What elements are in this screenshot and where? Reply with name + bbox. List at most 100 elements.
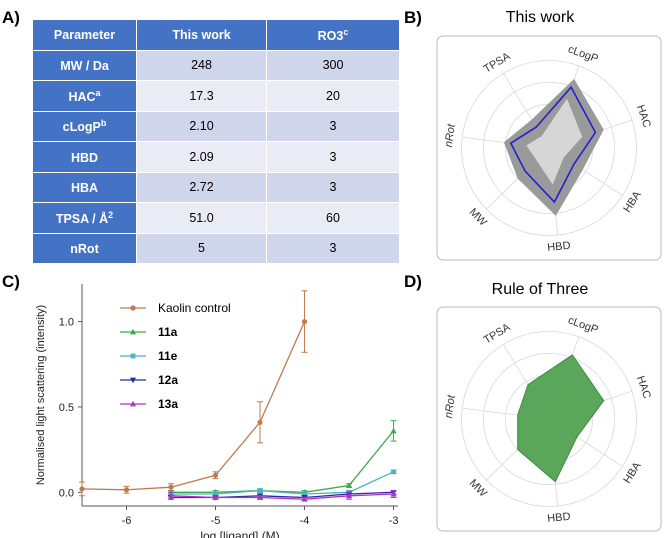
data-point — [168, 484, 174, 490]
header-this-work: This work — [136, 19, 267, 51]
legend-label: Kaolin control — [158, 301, 231, 315]
radar-ring — [482, 352, 616, 486]
radar-axis-label: nRot — [443, 122, 458, 147]
x-tick-label: -3 — [389, 515, 399, 527]
param-cell: cLogPb — [32, 110, 137, 142]
ro3-value: 300 — [266, 49, 400, 81]
radar-ring — [482, 81, 616, 215]
data-point — [130, 400, 136, 407]
param-cell: HBD — [32, 141, 137, 173]
param-label: MW / Da — [60, 59, 109, 74]
ro3-value: 3 — [266, 110, 400, 142]
radar-ring — [461, 60, 637, 236]
table-row: HACa 17.3 20 — [32, 80, 400, 112]
data-point — [346, 492, 353, 499]
param-sup: b — [100, 118, 107, 129]
panel-label-a: A) — [2, 8, 20, 27]
radar-axis-label: HBD — [547, 240, 571, 254]
this-work-value: 5 — [136, 232, 267, 264]
header-ro3-sup: c — [343, 26, 349, 37]
panel-label-c: C) — [2, 272, 20, 291]
this-work-value: 248 — [136, 49, 267, 81]
legend-label: 11a — [158, 325, 178, 339]
data-point — [391, 469, 396, 475]
this-work-value: 51.0 — [136, 202, 267, 234]
series-line — [170, 493, 394, 500]
radar-axis-label: HBD — [547, 511, 571, 525]
radar-series-line — [509, 85, 597, 204]
data-point — [212, 494, 219, 500]
data-point — [301, 318, 308, 325]
param-label: HAC — [68, 89, 96, 104]
radar-d-title: Rule of Three — [491, 281, 589, 298]
param-cell: HBA — [32, 171, 137, 203]
light-scattering-chart: -6 -5 -4 -3 0.0 0.5 1.0 log [ligand] (M) Normali… — [35, 284, 399, 538]
series-line — [171, 471, 394, 495]
data-point — [168, 492, 175, 499]
table-row: TPSA / Å2 51.0 60 — [32, 202, 400, 234]
y-tick-label: 1.0 — [59, 317, 74, 329]
table-row: cLogPb 2.10 3 — [32, 110, 400, 142]
radar-series-area — [517, 354, 605, 483]
param-cell: MW / Da — [32, 49, 137, 81]
radar-axis-label: nRot — [443, 393, 458, 418]
series-11a — [168, 420, 397, 495]
y-tick-label: 0.5 — [59, 402, 74, 414]
table-row: MW / Da 248 300 — [32, 49, 400, 81]
x-tick-label: -4 — [300, 515, 310, 527]
data-point — [123, 487, 130, 493]
x-tick-label: -5 — [211, 515, 221, 527]
data-point — [130, 305, 136, 311]
data-point — [390, 427, 397, 434]
this-work-value: 17.3 — [136, 80, 267, 112]
ro3-value: 3 — [266, 232, 400, 264]
ro3-value: 60 — [266, 202, 400, 234]
radar-b-title: This work — [505, 9, 575, 26]
panel-label-b: B) — [404, 8, 422, 27]
data-point — [212, 472, 219, 478]
param-label: HBA — [70, 181, 99, 196]
data-point — [301, 495, 308, 502]
data-point — [130, 353, 136, 359]
data-point — [130, 328, 136, 335]
legend-label: 11e — [158, 349, 178, 363]
header-ro3: RO3c — [266, 19, 400, 51]
x-axis-label: log [ligand] (M) — [200, 529, 279, 538]
data-point — [130, 377, 136, 384]
this-work-value: 2.09 — [136, 141, 267, 173]
radar-ring — [461, 331, 637, 507]
panel-label-d: D) — [404, 272, 422, 291]
param-sup: a — [95, 87, 101, 98]
data-point — [257, 419, 263, 425]
data-point — [79, 486, 85, 492]
y-axis-label: Normalised light scattering (intensity) — [35, 305, 47, 485]
param-label: nRot — [70, 242, 99, 257]
data-point — [346, 482, 353, 488]
table-row: HBA 2.72 3 — [32, 171, 400, 203]
parameter-table: Parameter This work RO3c MW / Da 248 300 HA… — [32, 19, 400, 264]
legend-label: 12a — [158, 373, 178, 387]
param-cell: TPSA / Å2 — [32, 202, 137, 234]
series-kaolin-control — [79, 290, 308, 497]
param-label: HBD — [70, 150, 99, 165]
param-label: cLogP — [62, 120, 101, 135]
data-point — [213, 491, 218, 497]
radar-band-inner — [526, 98, 583, 185]
data-point — [257, 488, 263, 494]
y-tick-label: 0.0 — [59, 487, 74, 499]
this-work-value: 2.72 — [136, 171, 267, 203]
param-cell: nRot — [32, 232, 137, 264]
ro3-value: 3 — [266, 171, 400, 203]
param-label: TPSA / Å — [55, 211, 109, 226]
data-point — [302, 491, 307, 497]
data-point — [257, 494, 264, 500]
ro3-value: 20 — [266, 80, 400, 112]
table-row: nRot 5 3 — [32, 232, 400, 264]
param-cell: HACa — [32, 80, 137, 112]
param-sup: 2 — [108, 209, 114, 220]
legend-label: 13a — [158, 397, 178, 411]
series-line — [81, 321, 306, 491]
header-parameter: Parameter — [32, 19, 137, 51]
